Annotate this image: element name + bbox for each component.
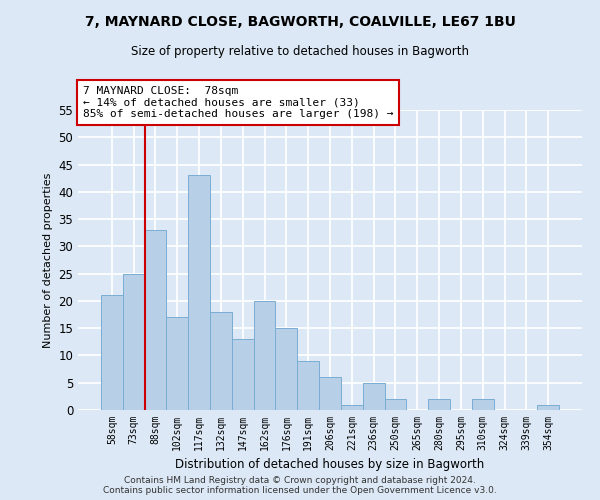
Y-axis label: Number of detached properties: Number of detached properties xyxy=(43,172,53,348)
Bar xyxy=(319,378,341,410)
Bar xyxy=(123,274,145,410)
Bar xyxy=(101,296,123,410)
Text: Contains HM Land Registry data © Crown copyright and database right 2024.
Contai: Contains HM Land Registry data © Crown c… xyxy=(103,476,497,495)
X-axis label: Distribution of detached houses by size in Bagworth: Distribution of detached houses by size … xyxy=(175,458,485,471)
Bar xyxy=(297,361,319,410)
Bar xyxy=(537,404,559,410)
Bar xyxy=(363,382,385,410)
Bar xyxy=(145,230,166,410)
Text: Size of property relative to detached houses in Bagworth: Size of property relative to detached ho… xyxy=(131,45,469,58)
Bar xyxy=(385,399,406,410)
Bar xyxy=(232,339,254,410)
Bar xyxy=(275,328,297,410)
Text: 7 MAYNARD CLOSE:  78sqm
← 14% of detached houses are smaller (33)
85% of semi-de: 7 MAYNARD CLOSE: 78sqm ← 14% of detached… xyxy=(83,86,394,119)
Bar xyxy=(188,176,210,410)
Bar xyxy=(428,399,450,410)
Bar xyxy=(341,404,363,410)
Text: 7, MAYNARD CLOSE, BAGWORTH, COALVILLE, LE67 1BU: 7, MAYNARD CLOSE, BAGWORTH, COALVILLE, L… xyxy=(85,15,515,29)
Bar xyxy=(472,399,494,410)
Bar xyxy=(166,318,188,410)
Bar xyxy=(254,301,275,410)
Bar xyxy=(210,312,232,410)
